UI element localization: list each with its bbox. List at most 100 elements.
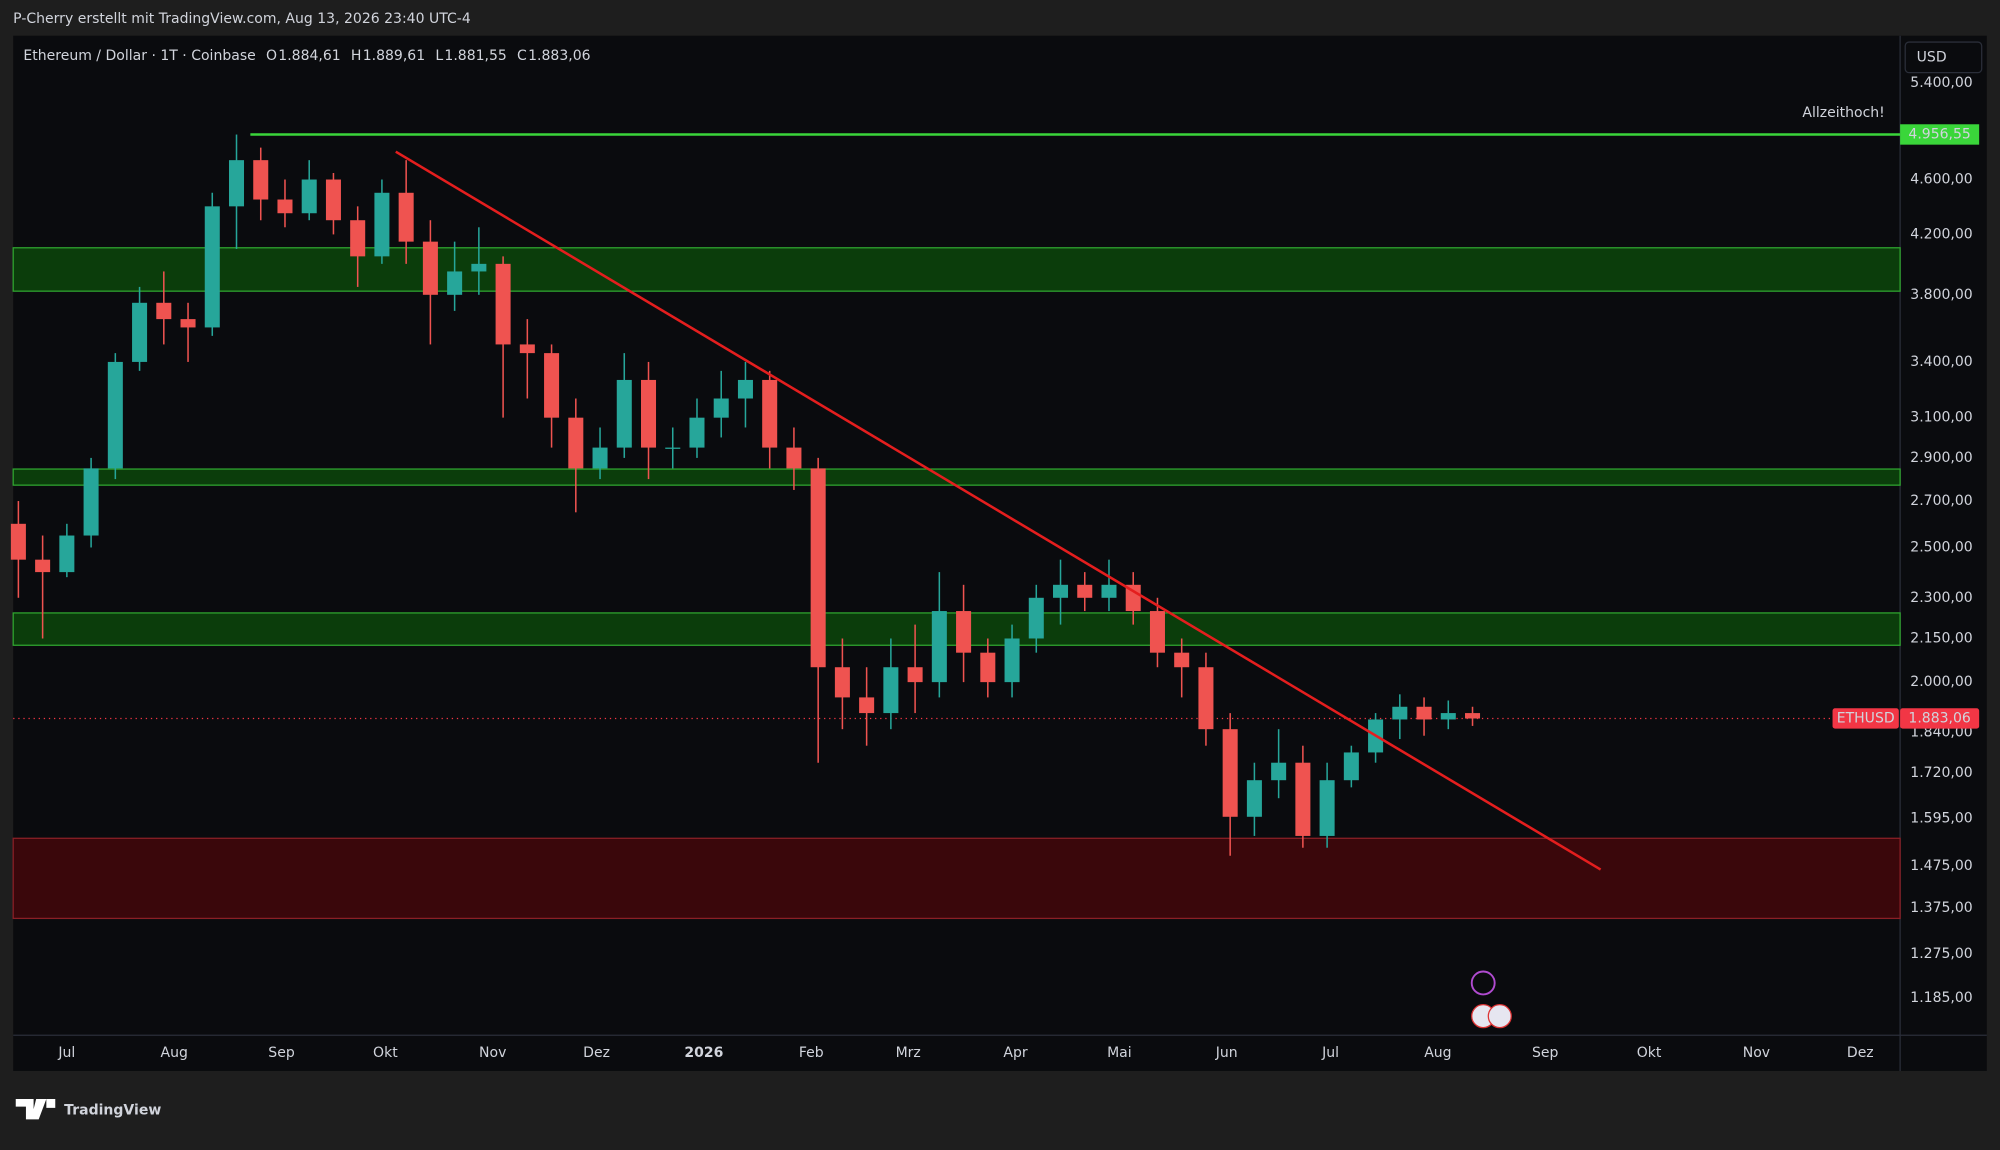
candle-body <box>737 379 753 399</box>
ohlc: O 1.884,61 H 1.889,61 L 1.881,55 C 1.883,06 <box>266 48 591 64</box>
candle-body <box>156 302 172 320</box>
candle-body <box>350 220 366 257</box>
symbol: Ethereum / Dollar · 1T · Coinbase <box>23 48 255 64</box>
plot <box>10 133 1901 920</box>
x-tick-label: Okt <box>373 1045 398 1061</box>
candle-body <box>495 263 511 345</box>
candle-body <box>1077 584 1093 598</box>
y-tick-label: 2.900,00 <box>1910 450 1972 466</box>
ohlc-value: 1.883,06 <box>528 48 590 64</box>
candle-body <box>762 379 778 448</box>
candle-body <box>83 468 99 536</box>
candle-body <box>10 523 26 560</box>
ohlc-key: H <box>351 48 362 64</box>
candle-body <box>1198 667 1214 730</box>
candle-body <box>204 206 220 328</box>
x-tick-label: Nov <box>479 1045 506 1061</box>
ohlc-value: 1.884,61 <box>278 48 340 64</box>
candle-body <box>859 697 875 714</box>
symbol-badge-label: ETHUSD <box>1837 710 1895 726</box>
candle-body <box>907 667 923 683</box>
x-tick-label: Aug <box>160 1045 187 1061</box>
ath-badge-label: 4.956,55 <box>1908 126 1970 142</box>
event-icon[interactable] <box>1487 1004 1512 1029</box>
candle-body <box>1028 597 1044 639</box>
candle-body <box>713 398 729 418</box>
candle-body <box>422 241 438 295</box>
x-tick-label: Feb <box>799 1045 824 1061</box>
currency-box[interactable] <box>1904 41 1983 74</box>
logo <box>15 1099 56 1120</box>
price-badge-label: 1.883,06 <box>1908 710 1970 726</box>
ohlc-value: 1.889,61 <box>363 48 425 64</box>
x-tick-label: Sep <box>1532 1045 1559 1061</box>
candle-body <box>665 447 681 449</box>
x-tick-label: Apr <box>1003 1045 1027 1061</box>
ath-label: Allzeithoch! <box>1802 105 1884 121</box>
ohlc-key: L <box>435 48 443 64</box>
ohlc-value: 1.881,55 <box>444 48 506 64</box>
ohlc-key: O <box>266 48 277 64</box>
y-tick-label: 1.185,00 <box>1910 990 1972 1006</box>
candle-body <box>471 263 487 272</box>
candle-body <box>228 160 245 207</box>
zone <box>12 247 1901 292</box>
x-tick-label: 2026 <box>684 1045 723 1061</box>
candle-body <box>1295 762 1311 836</box>
y-tick-label: 1.595,00 <box>1910 811 1972 827</box>
candle-body <box>544 353 560 418</box>
ohlc-key: C <box>517 48 527 64</box>
candle-body <box>1053 584 1069 598</box>
candle-body <box>107 361 123 469</box>
candle-body <box>1465 713 1481 719</box>
candle-body <box>883 667 899 714</box>
event-icon[interactable] <box>1470 970 1496 996</box>
candle-body <box>956 611 972 653</box>
candle-body <box>59 535 75 573</box>
y-tick-label: 4.200,00 <box>1910 226 1972 242</box>
y-tick-label: 3.100,00 <box>1910 410 1972 426</box>
x-tick-label: Dez <box>583 1045 610 1061</box>
candle-body <box>1416 706 1432 720</box>
y-tick-label: 2.500,00 <box>1910 539 1972 555</box>
x-tick-label: Mai <box>1107 1045 1132 1061</box>
candle-body <box>810 468 826 668</box>
y-tick-label: 1.475,00 <box>1910 858 1972 874</box>
candle-body <box>1343 752 1359 781</box>
candle-body <box>568 417 584 469</box>
candle-body <box>447 271 463 295</box>
y-tick-label: 2.300,00 <box>1910 590 1972 606</box>
candle-body <box>398 192 414 242</box>
y-tick-label: 2.000,00 <box>1910 674 1972 690</box>
currency[interactable]: USD <box>1917 49 1947 65</box>
candle-body <box>834 667 850 698</box>
x-tick-label: Nov <box>1743 1045 1770 1061</box>
y-tick-label: 3.400,00 <box>1910 354 1972 370</box>
y-tick-label: 2.150,00 <box>1910 630 1972 646</box>
x-tick-label: Sep <box>268 1045 295 1061</box>
y-tick-label: 2.700,00 <box>1910 493 1972 509</box>
candle-body <box>1271 762 1287 781</box>
zone <box>12 468 1901 486</box>
y-tick-label: 4.600,00 <box>1910 172 1972 188</box>
candle-body <box>931 611 947 683</box>
candle-body <box>277 199 293 214</box>
candle-body <box>689 417 705 448</box>
candle-body <box>1440 713 1456 720</box>
x-tick-label: Dez <box>1847 1045 1874 1061</box>
x-tick-label: Jul <box>57 1045 75 1061</box>
y-tick-label: 1.275,00 <box>1910 946 1972 962</box>
candle-body <box>616 379 632 448</box>
candle-body <box>1101 584 1117 598</box>
candle-body <box>1319 780 1335 836</box>
candle-body <box>132 302 148 362</box>
y-tick-label: 1.720,00 <box>1910 765 1972 781</box>
x-tick-label: Jul <box>1321 1045 1339 1061</box>
zone <box>12 837 1901 920</box>
candle-body <box>374 192 390 257</box>
candle-body <box>980 652 996 683</box>
candle-body <box>519 344 535 354</box>
x-tick-label: Aug <box>1424 1045 1451 1061</box>
